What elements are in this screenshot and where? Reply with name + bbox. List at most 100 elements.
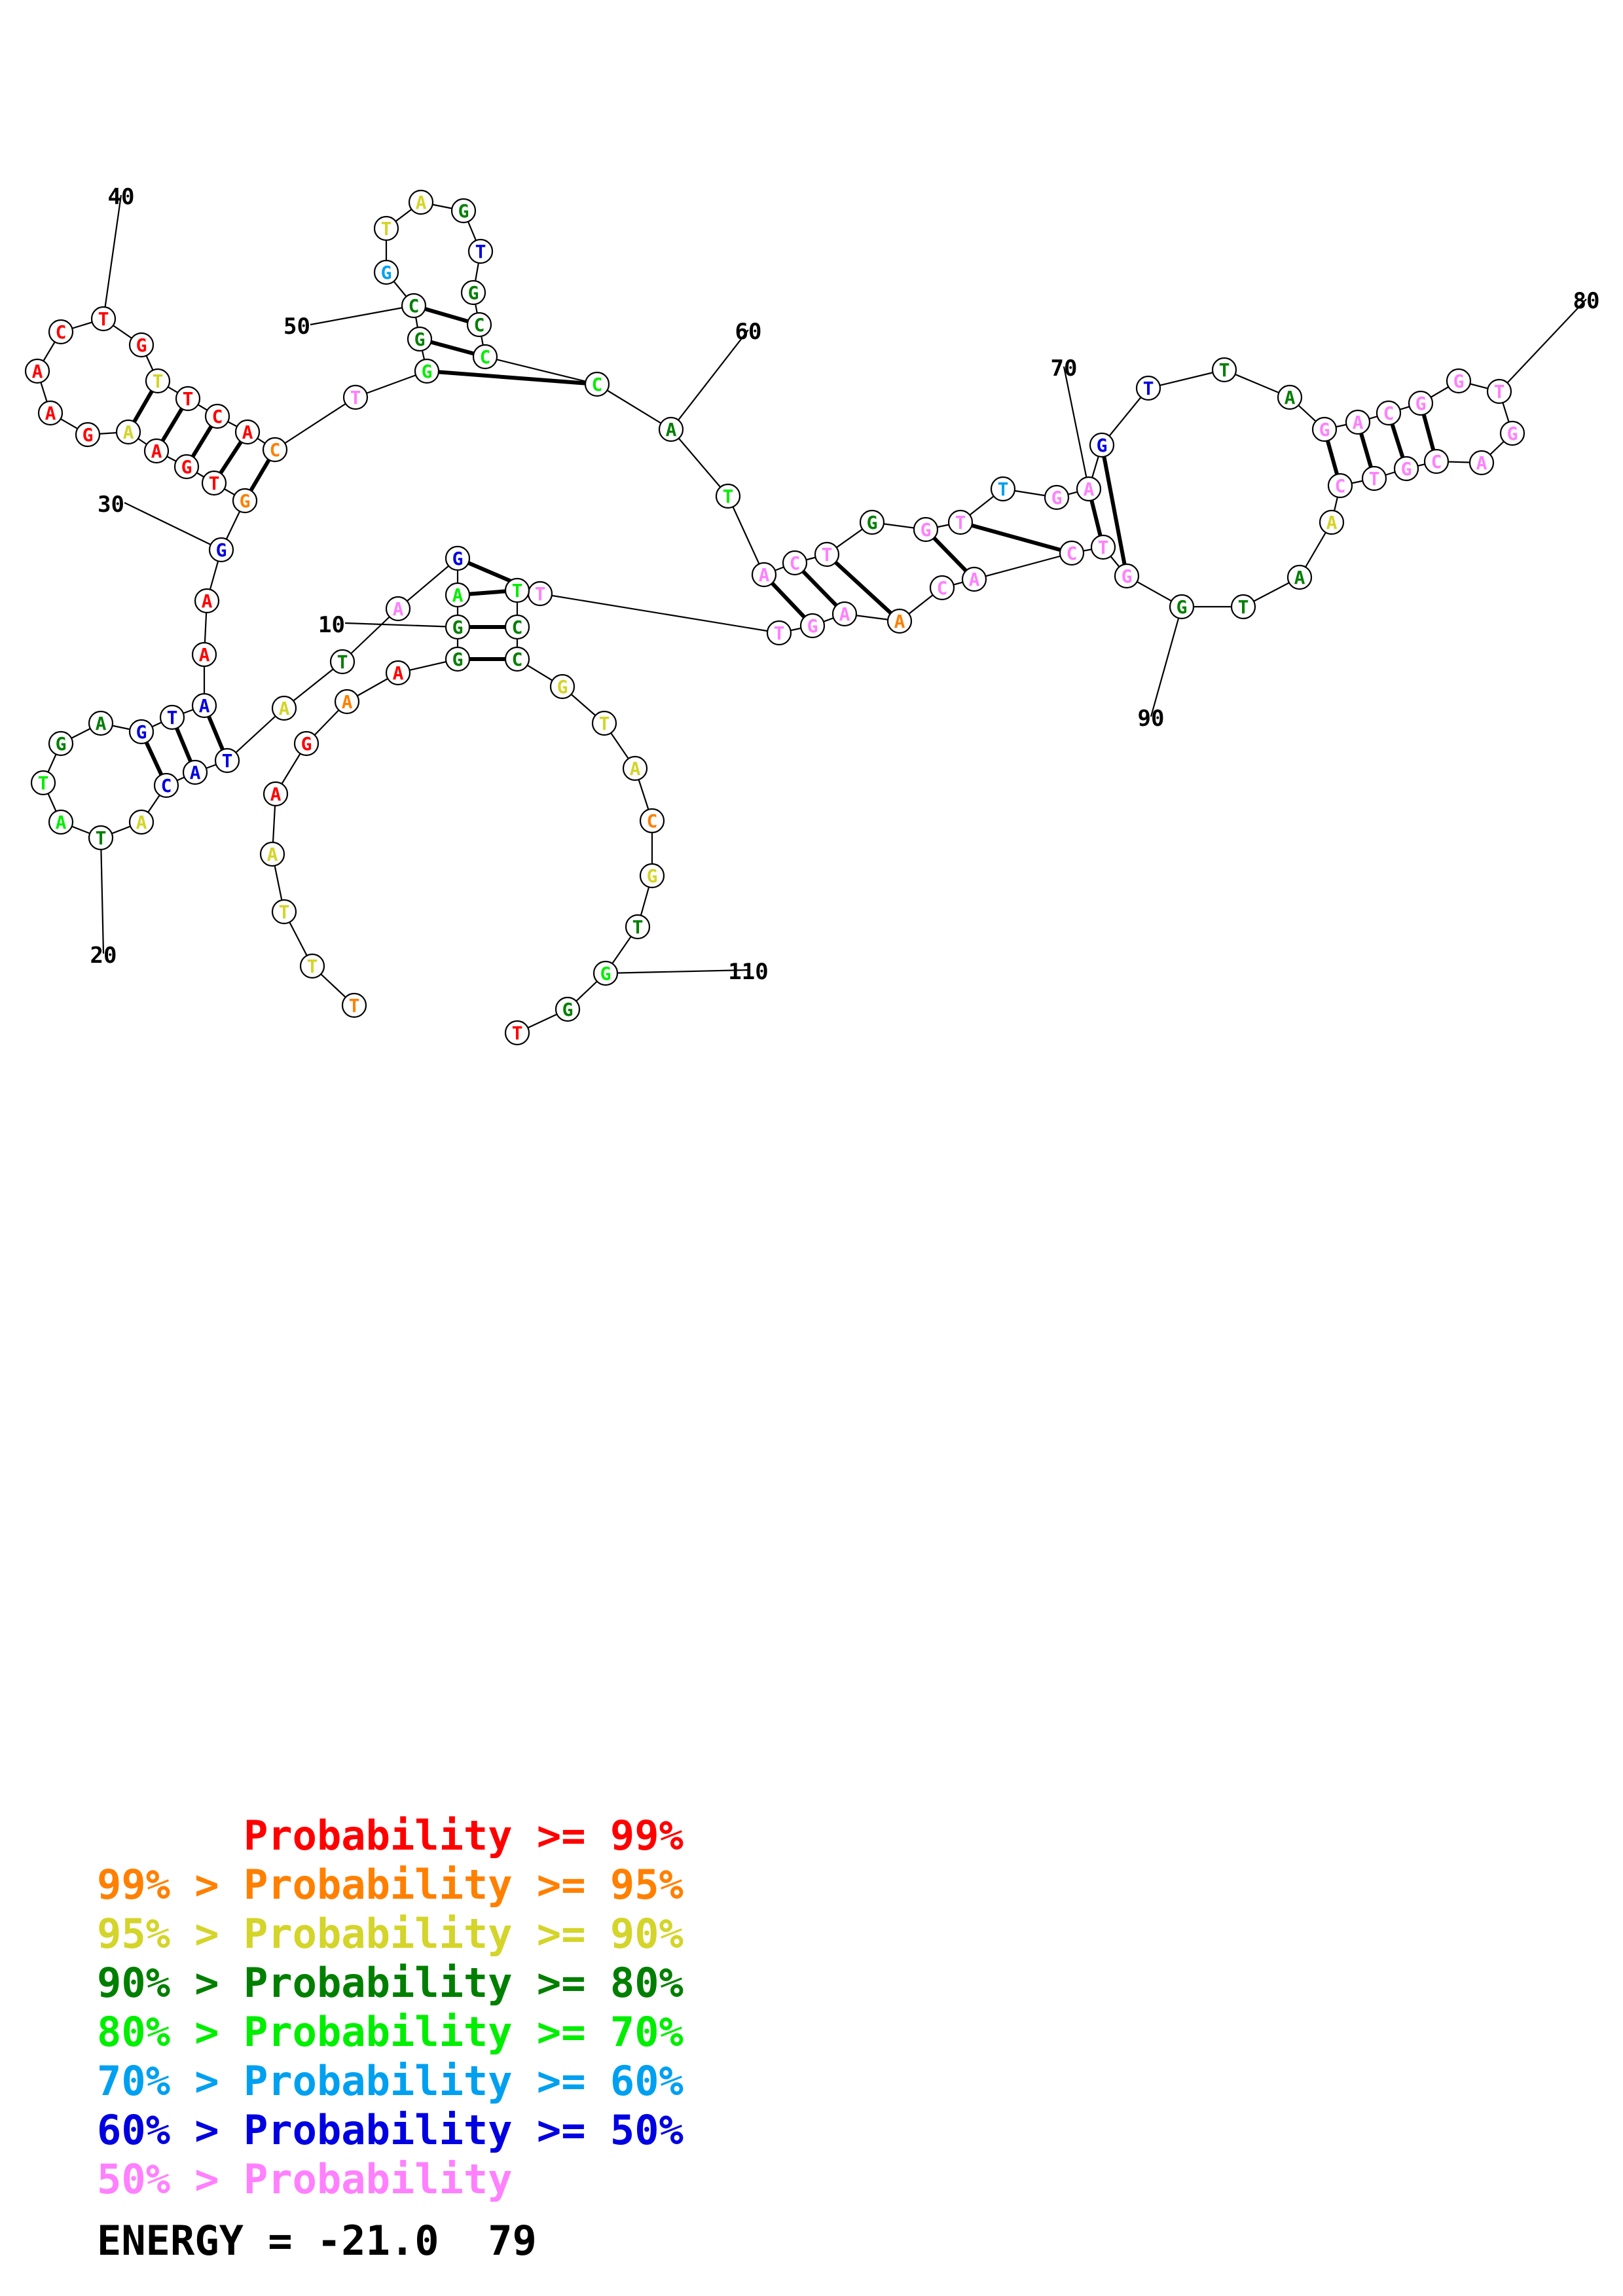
nucleotide: G (75, 422, 101, 448)
nucleotide-circle (329, 649, 356, 675)
nucleotide-circle (271, 695, 297, 721)
nucleotide-circle (1089, 432, 1115, 458)
nucleotide-circle (751, 562, 777, 588)
nucleotide: G (232, 488, 258, 514)
nucleotide: T (766, 620, 792, 646)
nucleotide-base: G (381, 262, 392, 283)
nucleotide-circle (450, 198, 477, 224)
nucleotide-base: A (452, 584, 464, 606)
nucleotide: A (194, 588, 220, 614)
nucleotide-circle (549, 673, 575, 700)
nucleotide-base: G (414, 329, 426, 350)
nucleotide-base: T (998, 478, 1009, 500)
nucleotide-circle (1059, 540, 1085, 566)
nucleotide-base: A (45, 403, 56, 424)
nucleotide-base: A (242, 422, 253, 443)
nucleotide-base: G (82, 424, 94, 446)
nucleotide: A (182, 759, 208, 785)
nucleotide-base: C (1335, 475, 1346, 497)
nucleotide: C (401, 293, 427, 319)
nucleotide: T (299, 953, 325, 979)
nucleotide-base: C (512, 617, 523, 638)
nucleotide-circle (1044, 484, 1070, 511)
nucleotide-circle (782, 550, 808, 576)
nucleotide-base: G (458, 200, 469, 222)
nucleotide: G (293, 730, 319, 757)
base-pair-bond (1100, 444, 1129, 577)
nucleotide: C (153, 772, 179, 798)
nucleotide-base: G (647, 865, 658, 887)
nucleotide-base: G (56, 733, 67, 755)
nucleotide: G (173, 454, 200, 480)
nucleotide-base: G (1122, 565, 1133, 587)
nucleotide-circle (407, 326, 433, 352)
nucleotide: A (408, 189, 434, 215)
nucleotide-base: G (807, 615, 818, 637)
nucleotide: T (467, 238, 494, 264)
base-pair-bonds (126, 304, 1438, 787)
nucleotide-base: G (240, 490, 251, 512)
nucleotide-base: A (839, 603, 850, 625)
legend-line-p95: 99% > Probability >= 95% (97, 1861, 684, 1909)
nucleotide-base: A (1084, 478, 1095, 500)
nucleotide: T (1486, 378, 1512, 404)
nucleotide-base: A (199, 644, 210, 666)
nucleotide-circle (48, 809, 74, 835)
position-label: 50 (283, 314, 310, 340)
nucleotide: T (504, 1020, 530, 1046)
nucleotide-base: T (349, 995, 360, 1016)
base-pair-bond (426, 369, 598, 386)
nucleotide: G (1169, 594, 1195, 620)
nucleotide-base: C (161, 775, 172, 797)
nucleotide-base: G (1097, 435, 1108, 456)
nucleotide: A (658, 416, 684, 442)
nucleotide-base: C (592, 374, 603, 395)
nucleotide-base: G (1401, 458, 1412, 480)
nucleotide-circle (472, 344, 498, 370)
nucleotide-circle (299, 953, 325, 979)
nucleotide-circle (1311, 416, 1338, 442)
nucleotide-circle (1286, 564, 1313, 590)
nucleotide-circle (639, 808, 665, 834)
nucleotide-circle (555, 996, 581, 1022)
nucleotide-base: A (56, 812, 67, 833)
nucleotide: C (262, 437, 288, 463)
nucleotide: T (1230, 594, 1256, 620)
nucleotide: G (1114, 563, 1140, 589)
nucleotide-circle (88, 710, 114, 736)
nucleotide-base: T (183, 388, 194, 410)
nucleotide-circle (1076, 476, 1102, 502)
nucleotide-base: A (393, 598, 404, 620)
nucleotide-circle (143, 438, 170, 464)
nucleotide-circle (401, 293, 427, 319)
nucleotide-circle (1486, 378, 1512, 404)
legend-line-p80: 90% > Probability >= 80% (97, 1959, 684, 2007)
nucleotide-circle (341, 992, 367, 1018)
nucleotide: A (1319, 509, 1345, 535)
legend-line-p99: Probability >= 99% (97, 1812, 684, 1859)
nucleotide-base: A (32, 361, 43, 382)
nucleotide-base: A (894, 611, 905, 632)
nucleotide-base: G (1176, 596, 1188, 618)
position-tick (1063, 366, 1090, 490)
nucleotide-base: T (222, 750, 233, 772)
nucleotide-base: C (270, 439, 281, 461)
nucleotide: A (751, 562, 777, 588)
nucleotide-circle (1090, 534, 1116, 560)
nucleotide-base: T (307, 956, 318, 977)
nucleotide: T (90, 306, 117, 332)
nucleotide-base: G (1415, 393, 1427, 414)
nucleotide-circle (591, 710, 617, 736)
nucleotide-base: C (56, 321, 67, 343)
nucleotide-base: A (151, 440, 162, 462)
backbone-link (539, 592, 780, 634)
nucleotide-base: T (209, 473, 220, 494)
nucleotide-base: G (921, 519, 932, 541)
nucleotide-circle (639, 863, 665, 889)
nucleotide-base: A (123, 422, 134, 443)
nucleotide: G (128, 719, 155, 745)
nucleotide: A (48, 809, 74, 835)
nucleotide: T (715, 483, 741, 509)
nucleotide-circle (1446, 368, 1472, 394)
nucleotide: C (48, 319, 74, 345)
